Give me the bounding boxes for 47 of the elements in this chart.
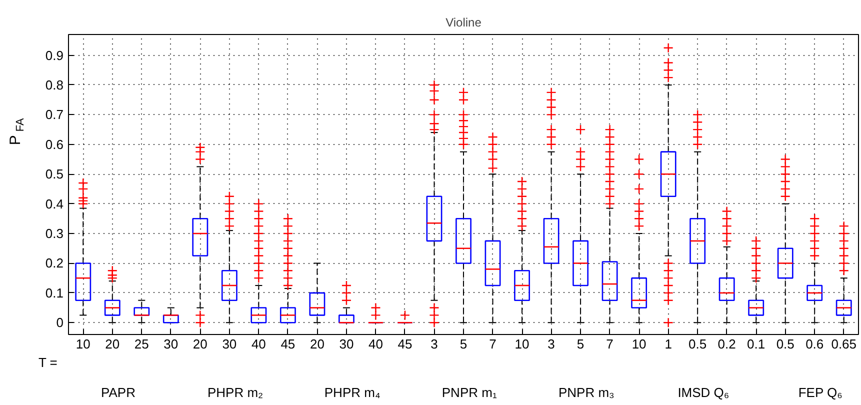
text: PHPR m₄ xyxy=(324,385,380,400)
chart-title: Violine xyxy=(446,16,482,30)
x-tick-label: 0.5 xyxy=(776,336,794,352)
x-tick-label: 7 xyxy=(489,336,496,352)
x-tick-label: 5 xyxy=(460,336,468,352)
x-tick-label: 0.2 xyxy=(718,336,736,352)
y-tick-label: 0.2 xyxy=(45,256,64,271)
x-tick-label: 20 xyxy=(192,336,208,352)
y-tick-label: 0.4 xyxy=(45,196,64,212)
x-tick-label: 10 xyxy=(76,336,90,352)
text: IMSD Q₆ xyxy=(678,385,730,400)
x-tick-label: 40 xyxy=(251,336,266,352)
y-tick-label: 0 xyxy=(56,315,64,330)
y-axis-title: PFA xyxy=(7,118,26,146)
y-tick-label: 0.5 xyxy=(45,166,64,182)
x-tick-label: 7 xyxy=(606,336,614,352)
text: PNPR m₁ xyxy=(442,385,498,400)
text: PAPR xyxy=(101,385,136,400)
y-tick-label: 0.7 xyxy=(45,107,64,122)
text: FEP Q₆ xyxy=(798,385,842,400)
x-tick-label: 0.1 xyxy=(747,336,766,352)
y-tick-label: 0.3 xyxy=(45,226,64,242)
x-tick-label: 0.5 xyxy=(688,336,707,352)
x-tick-label: 0.65 xyxy=(831,336,857,352)
x-tick-label: 5 xyxy=(576,336,584,352)
x-tick-label: 30 xyxy=(164,336,178,352)
x-tick-label: 20 xyxy=(105,336,120,352)
y-tick-label: 0.6 xyxy=(45,136,64,152)
x-tick-label: 25 xyxy=(134,336,149,352)
x-tick-label: 1 xyxy=(664,336,672,352)
x-tick-label: 45 xyxy=(398,336,412,352)
y-tick-label: 0.8 xyxy=(45,77,64,92)
x-tick-label: 30 xyxy=(222,336,237,352)
x-tick-label: 40 xyxy=(368,336,383,352)
y-tick-label: 0.1 xyxy=(45,285,64,300)
x-tick-label: 10 xyxy=(632,336,646,352)
x-tick-label: 10 xyxy=(514,336,530,352)
x-tick-label: 3 xyxy=(430,336,438,352)
text: PNPR m₃ xyxy=(558,385,614,400)
x-tick-label: 45 xyxy=(280,336,296,352)
x-tick-label: 0.6 xyxy=(806,336,824,352)
x-tick-label: 20 xyxy=(310,336,324,352)
text: T = xyxy=(38,355,58,370)
x-tick-label: 3 xyxy=(548,336,555,352)
y-tick-label: 0.9 xyxy=(45,48,64,63)
text: PHPR m₂ xyxy=(207,385,264,400)
x-tick-label: 30 xyxy=(339,336,354,352)
